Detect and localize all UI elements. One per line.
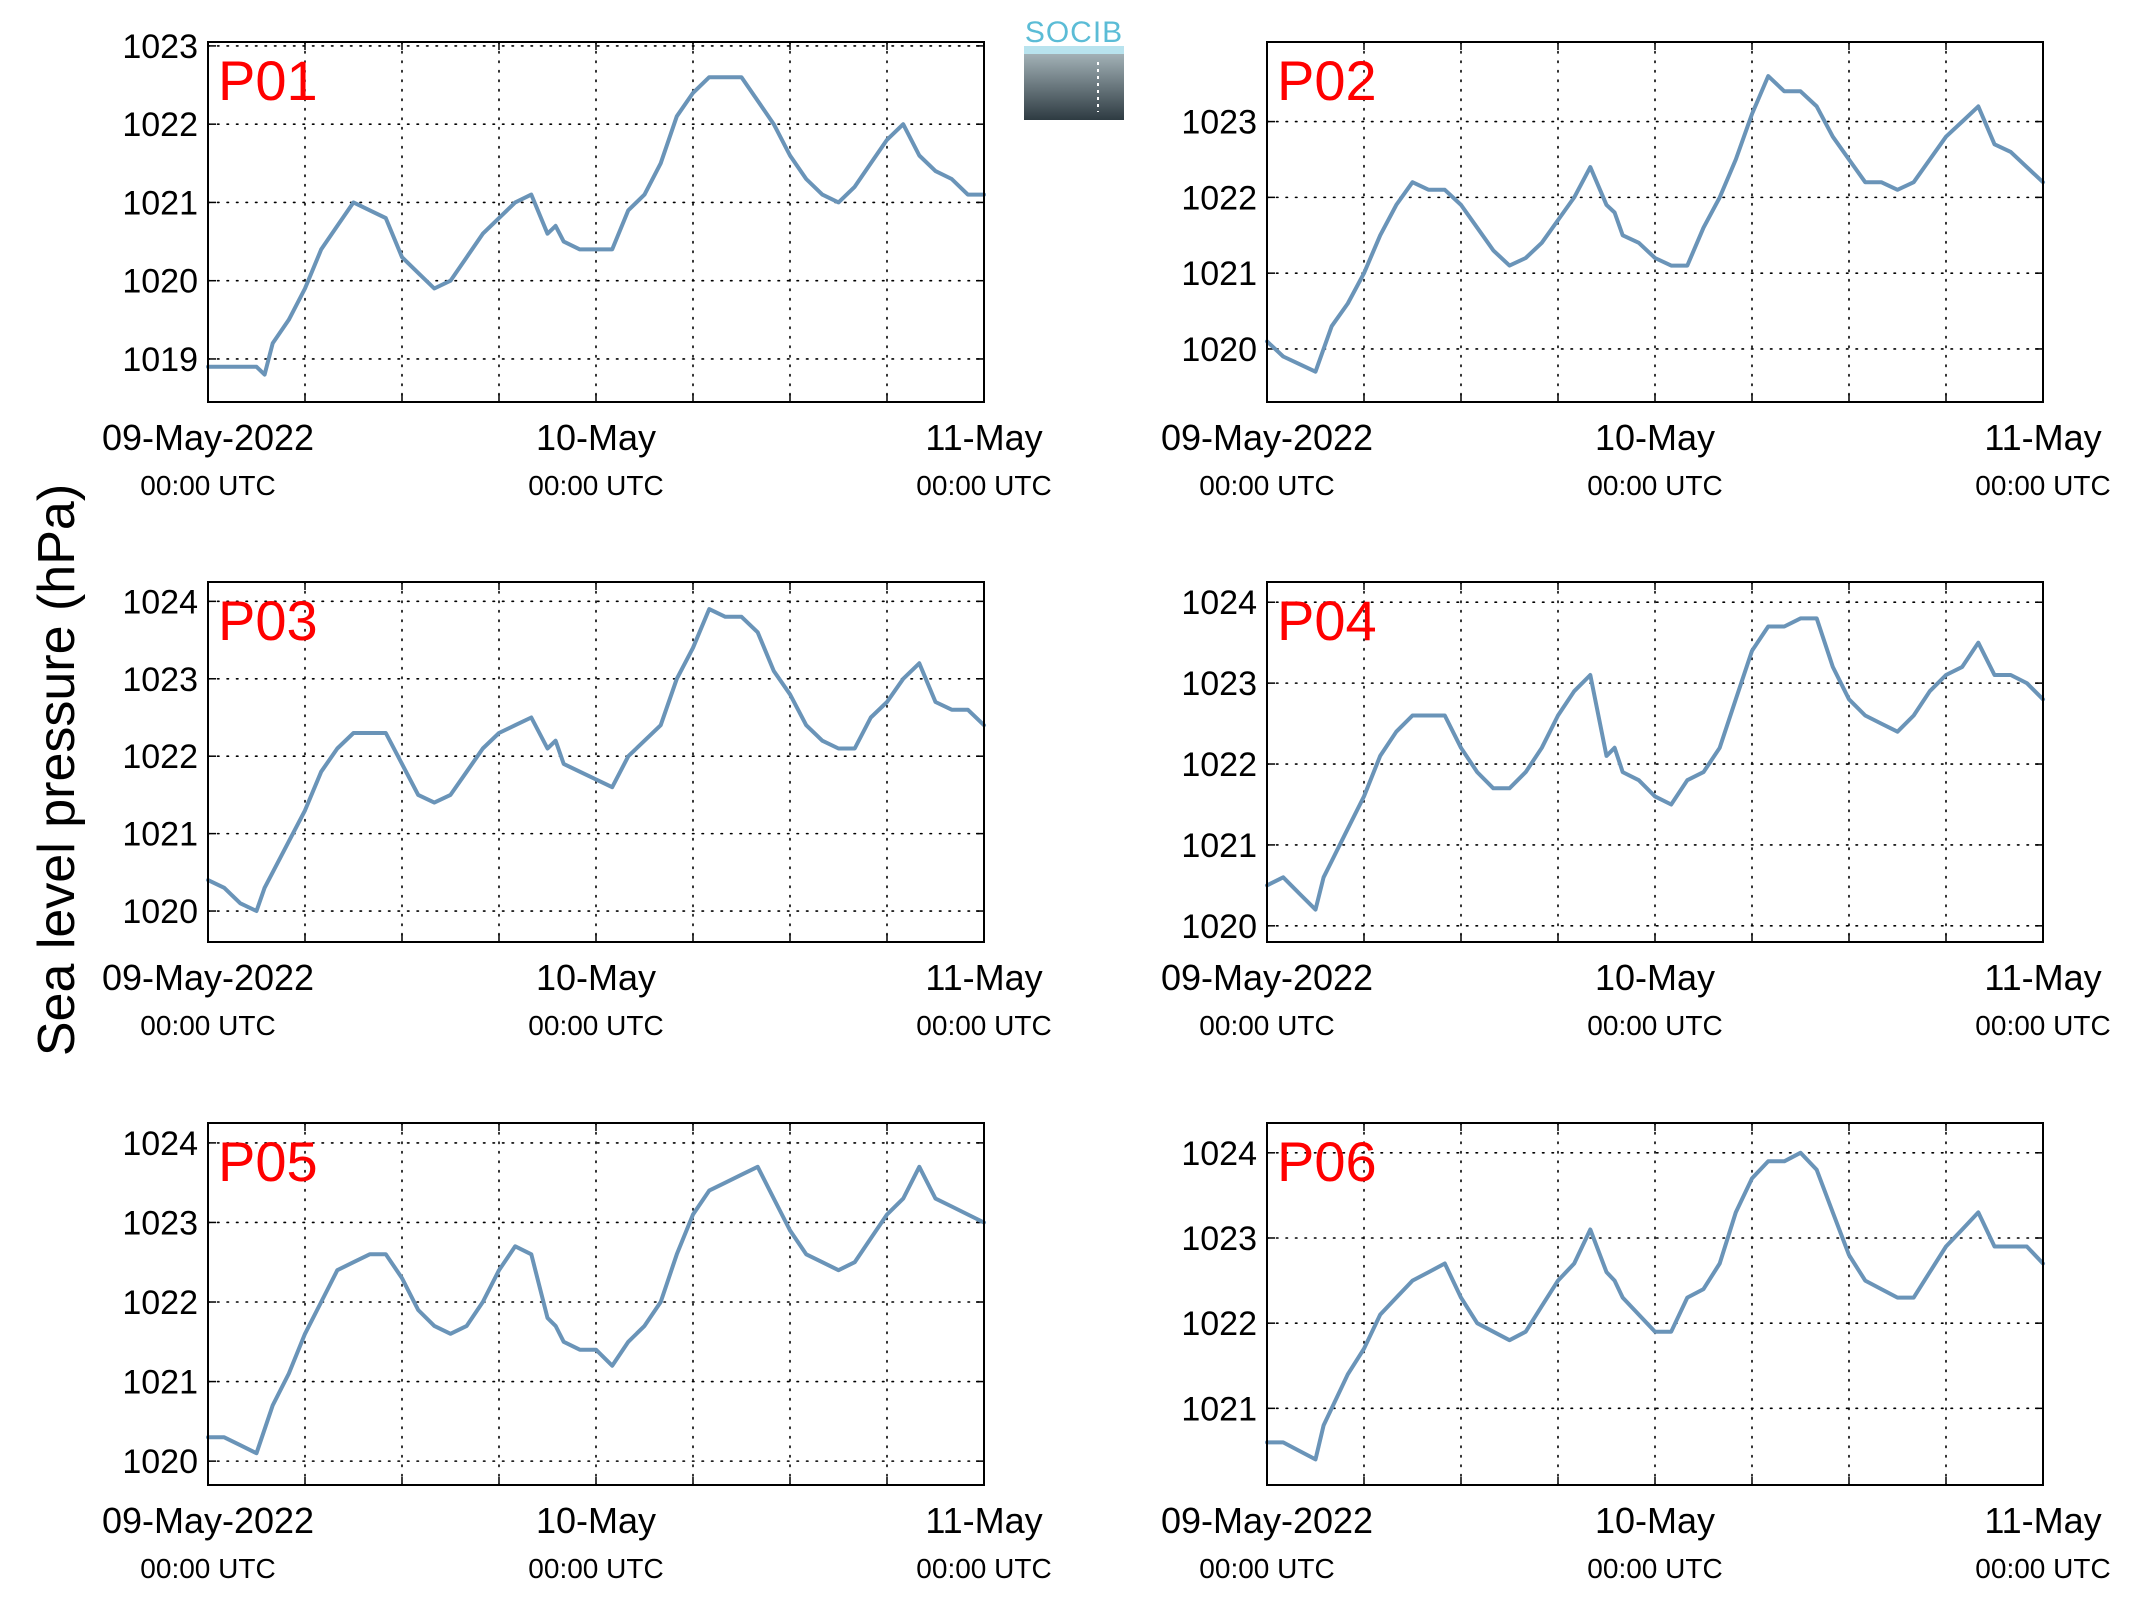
x-tick-label-date: 10-May <box>536 417 656 458</box>
y-tick-label: 1022 <box>122 106 198 144</box>
x-tick-label-date: 09-May-2022 <box>102 1500 314 1541</box>
y-tick-label: 1021 <box>122 816 198 854</box>
x-tick-label-time: 00:00 UTC <box>916 470 1051 501</box>
x-tick-label-date: 10-May <box>1595 957 1715 998</box>
y-tick-label: 1023 <box>1181 1220 1257 1258</box>
chart-panel-p05: 1020 1021 1022 1023 1024 09-May-2022 00:00 UTC… <box>102 1122 1052 1584</box>
series-line-p06 <box>1265 1150 2045 1462</box>
panels: 1019 1020 1021 1022 1023 09-May-2022 00:00 UTC… <box>102 28 2111 1584</box>
x-tick-label-time: 00:00 UTC <box>1587 470 1722 501</box>
chart-panel-p02: 1020 1021 1022 1023 09-May-2022 00:00 UTC 10-M… <box>1161 41 2111 501</box>
y-tick-label: 1023 <box>122 28 198 66</box>
y-tick-label: 1024 <box>1181 584 1257 622</box>
y-tick-label: 1021 <box>122 1364 198 1402</box>
series-line-p05 <box>206 1164 986 1456</box>
y-tick-label: 1023 <box>1181 104 1257 142</box>
x-tick-label-date: 09-May-2022 <box>1161 957 1373 998</box>
x-tick-label-time: 00:00 UTC <box>528 1553 663 1584</box>
x-tick-label-date: 11-May <box>1984 957 2101 998</box>
panel-label: P03 <box>218 589 318 652</box>
x-tick-label-time: 00:00 UTC <box>1975 1553 2110 1584</box>
y-tick-label: 1022 <box>1181 1305 1257 1343</box>
socib-logo-text: SOCIB <box>1025 16 1123 49</box>
y-tick-label: 1021 <box>1181 827 1257 865</box>
panel-label: P05 <box>218 1130 318 1193</box>
series-line-p04 <box>1265 616 2045 912</box>
x-tick-label-date: 09-May-2022 <box>1161 417 1373 458</box>
y-tick-label: 1023 <box>1181 665 1257 703</box>
y-tick-label: 1022 <box>122 1284 198 1322</box>
x-tick-label-time: 00:00 UTC <box>1199 470 1334 501</box>
x-tick-label-time: 00:00 UTC <box>1199 1010 1334 1041</box>
x-tick-label-time: 00:00 UTC <box>140 1010 275 1041</box>
axes-frame <box>1266 581 2044 943</box>
panel-label: P01 <box>218 49 318 112</box>
y-tick-label: 1020 <box>1181 331 1257 369</box>
y-tick-label: 1022 <box>122 738 198 776</box>
y-tick-label: 1022 <box>1181 179 1257 217</box>
socib-logo-gradient-block <box>1024 50 1124 120</box>
y-tick-label: 1024 <box>122 1125 198 1163</box>
socib-logo-wave <box>1024 46 1124 54</box>
axes-frame <box>1266 41 2044 403</box>
axes-frame <box>207 581 985 943</box>
x-tick-label-date: 09-May-2022 <box>102 417 314 458</box>
x-tick-label-time: 00:00 UTC <box>1975 470 2110 501</box>
socib-logo: SOCIB <box>1024 16 1124 120</box>
chart-panel-p03: 1020 1021 1022 1023 1024 09-May-2022 00:00 UTC… <box>102 581 1052 1041</box>
y-tick-label: 1020 <box>122 1443 198 1481</box>
x-tick-label-time: 00:00 UTC <box>916 1553 1051 1584</box>
panel-label: P04 <box>1277 589 1377 652</box>
series-line-p03 <box>206 607 986 913</box>
y-tick-label: 1020 <box>122 893 198 931</box>
axes-frame <box>207 41 985 403</box>
x-tick-label-date: 10-May <box>1595 1500 1715 1541</box>
x-tick-label-time: 00:00 UTC <box>1587 1553 1722 1584</box>
y-tick-label: 1021 <box>1181 255 1257 293</box>
x-tick-label-date: 11-May <box>1984 1500 2101 1541</box>
y-tick-label: 1019 <box>122 341 198 379</box>
series-line-p02 <box>1265 74 2045 374</box>
x-tick-label-date: 10-May <box>1595 417 1715 458</box>
x-tick-label-time: 00:00 UTC <box>1975 1010 2110 1041</box>
x-tick-label-time: 00:00 UTC <box>916 1010 1051 1041</box>
x-tick-label-time: 00:00 UTC <box>1199 1553 1334 1584</box>
chart-panel-p01: 1019 1020 1021 1022 1023 09-May-2022 00:00 UTC… <box>102 28 1052 501</box>
series-line-p01 <box>206 75 986 377</box>
y-tick-label: 1020 <box>1181 908 1257 946</box>
x-tick-label-time: 00:00 UTC <box>1587 1010 1722 1041</box>
y-tick-label: 1022 <box>1181 746 1257 784</box>
y-tick-label: 1020 <box>122 263 198 301</box>
panel-label: P06 <box>1277 1130 1377 1193</box>
x-tick-label-time: 00:00 UTC <box>140 1553 275 1584</box>
x-tick-label-date: 10-May <box>536 1500 656 1541</box>
axes-frame <box>207 1122 985 1486</box>
y-tick-label: 1023 <box>122 1204 198 1242</box>
x-tick-label-date: 11-May <box>925 957 1042 998</box>
x-tick-label-time: 00:00 UTC <box>140 470 275 501</box>
x-tick-label-date: 11-May <box>1984 417 2101 458</box>
x-tick-label-date: 10-May <box>536 957 656 998</box>
chart-panel-p06: 1021 1022 1023 1024 09-May-2022 00:00 UTC 10-M… <box>1161 1122 2111 1584</box>
y-tick-label: 1023 <box>122 661 198 699</box>
figure-ylabel: Sea level pressure (hPa) <box>28 484 86 1056</box>
y-tick-label: 1024 <box>1181 1135 1257 1173</box>
axes-frame <box>1266 1122 2044 1486</box>
chart-panel-p04: 1020 1021 1022 1023 1024 09-May-2022 00:00 UTC… <box>1161 581 2111 1041</box>
panel-label: P02 <box>1277 49 1377 112</box>
y-tick-label: 1021 <box>122 184 198 222</box>
y-tick-label: 1021 <box>1181 1390 1257 1428</box>
x-tick-label-time: 00:00 UTC <box>528 470 663 501</box>
x-tick-label-date: 11-May <box>925 417 1042 458</box>
x-tick-label-date: 11-May <box>925 1500 1042 1541</box>
x-tick-label-date: 09-May-2022 <box>102 957 314 998</box>
y-tick-label: 1024 <box>122 583 198 621</box>
x-tick-label-time: 00:00 UTC <box>528 1010 663 1041</box>
x-tick-label-date: 09-May-2022 <box>1161 1500 1373 1541</box>
